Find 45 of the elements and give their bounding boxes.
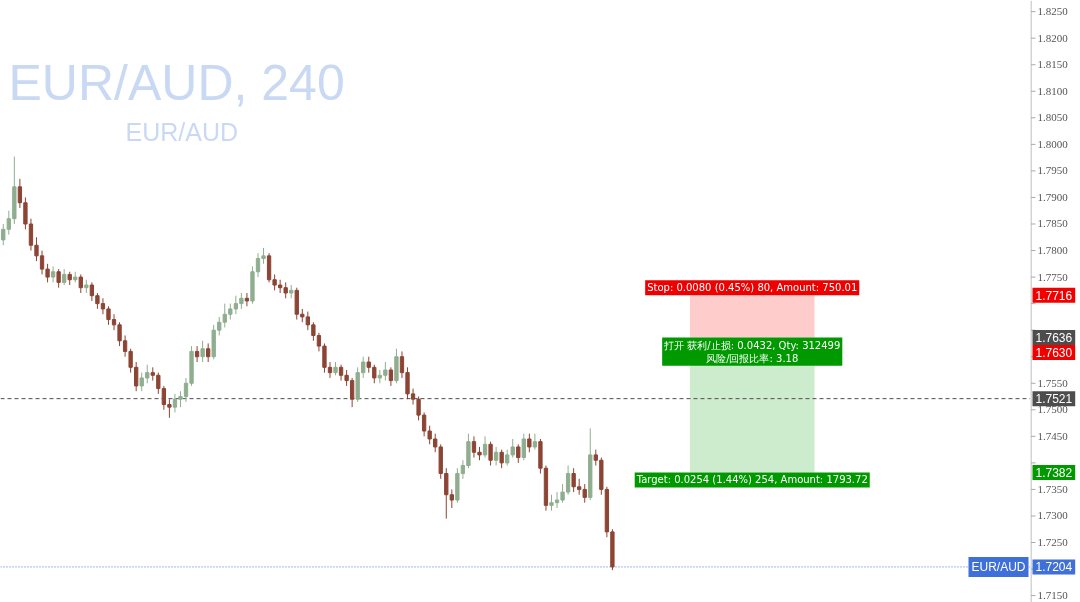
y-tick-label: 1.7250 xyxy=(1037,536,1069,549)
annotation: 1.7382 xyxy=(1035,465,1073,480)
candlestick xyxy=(488,441,493,467)
y-tick-label: 1.8000 xyxy=(1037,137,1069,150)
candlestick xyxy=(482,435,488,459)
ref-line-label: 1.7521 xyxy=(1035,392,1073,407)
annotation: Stop: 0.0080 (0.45%) 80, Amount: 750.01 xyxy=(647,282,858,294)
y-tick-label: 1.7800 xyxy=(1037,244,1069,257)
candlestick xyxy=(516,443,521,464)
y-tick-label: 1.7950 xyxy=(1037,164,1069,177)
candlestick xyxy=(532,433,538,451)
y-tick-label: 1.7850 xyxy=(1037,217,1069,230)
candlestick xyxy=(394,348,399,384)
candlestick xyxy=(50,265,56,283)
annotation: EUR/AUD xyxy=(971,559,1026,574)
candlestick xyxy=(388,366,394,387)
annotation: 1.7636 xyxy=(1035,331,1073,346)
candlestick xyxy=(266,252,272,283)
candlestick xyxy=(56,268,61,289)
candlestick xyxy=(206,342,211,363)
y-tick-label: 1.7450 xyxy=(1037,429,1069,442)
annotation: 1.7716 xyxy=(1035,288,1073,303)
y-tick-label: 1.7350 xyxy=(1037,482,1069,495)
candlestick xyxy=(200,340,205,363)
candlestick xyxy=(493,446,499,467)
y-tick-label: 1.8150 xyxy=(1037,58,1069,71)
y-tick-label: 1.7300 xyxy=(1037,509,1069,522)
y-tick-label: 1.8100 xyxy=(1037,84,1069,97)
candlestick xyxy=(244,292,250,307)
y-tick-label: 1.8250 xyxy=(1037,5,1069,18)
candlestick xyxy=(527,433,532,453)
candlestick xyxy=(521,433,526,461)
ref-line-label: 1.7204 xyxy=(1035,560,1073,575)
y-tick-label: 1.8050 xyxy=(1037,111,1069,124)
y-tick-label: 1.7150 xyxy=(1037,589,1069,602)
text: 1.7630 xyxy=(1035,346,1073,361)
y-tick-label: 1.7750 xyxy=(1037,270,1069,283)
y-tick-label: 1.7900 xyxy=(1037,190,1069,203)
annotation: Target: 0.0254 (1.44%) 254, Amount: 1793.72 xyxy=(635,474,868,486)
candlestick xyxy=(78,273,83,294)
y-tick-label: 1.8200 xyxy=(1037,31,1069,44)
annotation: 打开 获利/止损: 0.0432, Qty: 312499 风险/回报比率: 3.18 xyxy=(663,339,841,364)
y-tick-label: 1.7550 xyxy=(1037,376,1069,389)
candlestick xyxy=(194,345,200,363)
candlestick xyxy=(499,449,504,469)
